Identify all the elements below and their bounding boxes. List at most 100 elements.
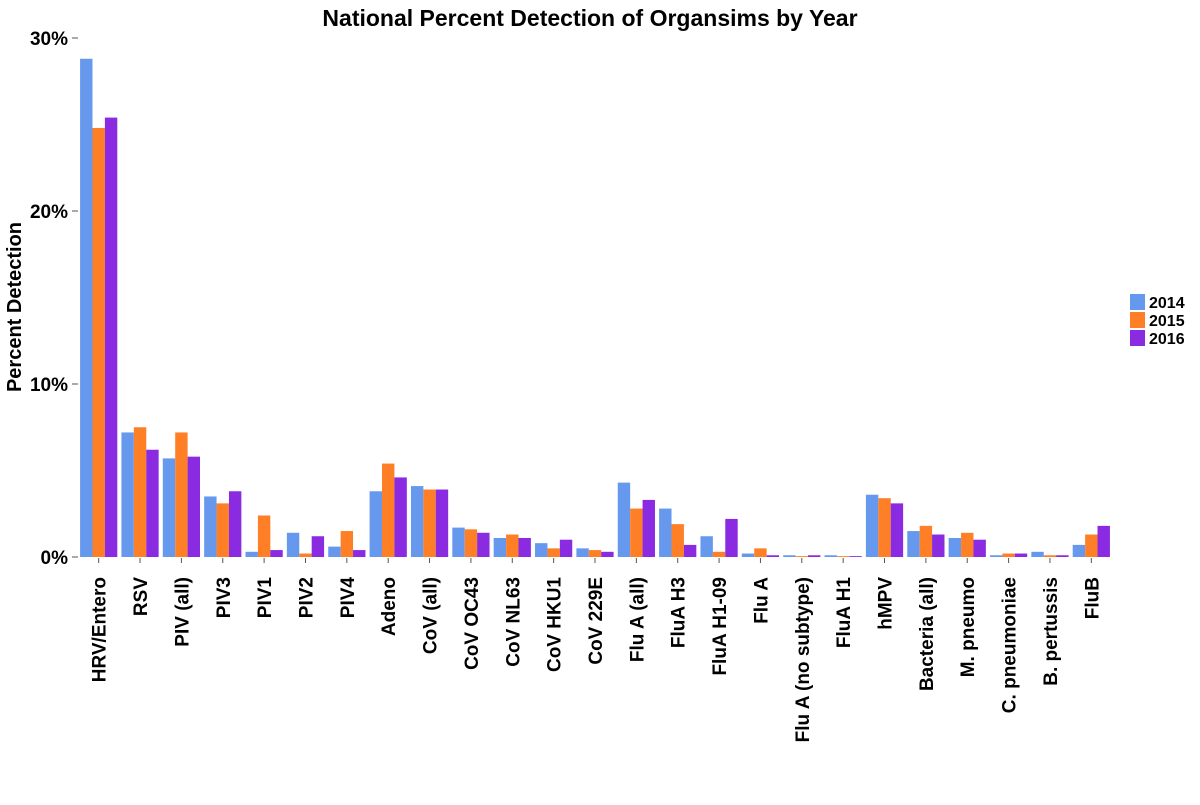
bar-2014-19	[865, 494, 879, 557]
bar-2015-2	[175, 432, 188, 557]
bar-2016-5	[311, 536, 325, 557]
bar-2015-21	[961, 532, 974, 557]
x-tick-label: C. pneumoniae	[1000, 577, 1021, 713]
x-tick-label: Flu A	[751, 577, 772, 624]
bar-2014-6	[328, 546, 341, 557]
bar-2014-22	[989, 555, 1003, 557]
legend-label: 2015	[1149, 313, 1185, 330]
x-tick-label: FluB	[1082, 577, 1103, 619]
bar-2016-10	[518, 537, 531, 557]
bar-2015-13	[630, 508, 643, 557]
x-tick-label: Bacteria (all)	[917, 577, 938, 691]
bar-2016-20	[932, 534, 945, 557]
bar-2015-14	[671, 524, 684, 557]
chart-title: National Percent Detection of Organsims …	[322, 5, 857, 31]
y-axis-label: Percent Detection	[4, 222, 26, 392]
x-tick-label: PIV1	[255, 577, 276, 619]
legend-swatch-2016	[1130, 330, 1145, 346]
bar-2014-4	[245, 551, 258, 557]
bar-2016-15	[725, 518, 738, 557]
bar-2015-20	[919, 525, 933, 557]
y-tick-label: 30%	[30, 29, 68, 50]
bar-2014-23	[1031, 551, 1044, 557]
bar-2015-23	[1043, 555, 1057, 557]
y-tick-label: 0%	[41, 548, 69, 569]
legend-label: 2014	[1149, 295, 1185, 312]
legend-swatch-2015	[1130, 312, 1145, 328]
bar-2014-1	[121, 432, 134, 557]
x-tick-label: PIV (all)	[172, 577, 193, 647]
bar-2015-12	[588, 550, 602, 557]
bar-2016-23	[1056, 555, 1069, 557]
bar-2016-4	[270, 550, 283, 557]
bar-2014-20	[907, 531, 920, 557]
bar-2015-0	[92, 127, 105, 558]
bar-2016-12	[601, 551, 614, 557]
x-tick-label: Adeno	[379, 577, 400, 636]
bar-2014-7	[369, 491, 382, 557]
bar-2015-11	[547, 548, 560, 557]
y-axis: 0% 10% 20% 30%	[30, 29, 78, 569]
x-tick-label: hMPV	[876, 577, 897, 630]
x-tick-label: Flu A (all)	[627, 577, 648, 662]
bar-2016-8	[435, 489, 449, 557]
x-tick-label: FluA H1-09	[710, 577, 731, 676]
bar-2015-22	[1002, 553, 1015, 557]
x-tick-label: RSV	[131, 577, 152, 616]
x-axis: HRV/Entero RSV PIV (all) PIV3 PIV1 PIV2 PIV4 Ad…	[90, 558, 1103, 742]
bar-2014-21	[948, 537, 962, 557]
bar-2016-16	[766, 555, 780, 557]
y-tick-label: 20%	[30, 202, 68, 223]
bar-2014-16	[741, 553, 755, 557]
bar-2016-22	[1014, 553, 1028, 557]
bar-2016-1	[146, 449, 159, 557]
x-tick-label: CoV NL63	[503, 577, 524, 667]
bar-2014-14	[659, 508, 672, 557]
bar-2015-4	[257, 515, 271, 557]
bar-2016-3	[228, 491, 242, 557]
bar-2015-5	[299, 553, 312, 557]
bar-2015-19	[878, 498, 891, 557]
bar-2015-8	[423, 489, 436, 557]
bar-2015-17	[795, 556, 809, 557]
y-tick-label: 10%	[30, 375, 68, 396]
bar-2015-3	[216, 503, 229, 557]
bar-2015-9	[464, 529, 478, 557]
bar-2016-14	[683, 544, 697, 557]
bar-2014-10	[493, 537, 507, 557]
bar-2014-5	[286, 532, 300, 557]
bar-2014-24	[1072, 544, 1086, 557]
bar-2016-11	[559, 539, 573, 557]
x-tick-label: B. pertussis	[1041, 577, 1062, 686]
bar-2015-1	[133, 427, 147, 557]
bar-2016-7	[394, 477, 407, 557]
bar-2014-9	[452, 527, 465, 557]
x-tick-label: CoV 229E	[586, 577, 607, 665]
x-tick-label: FluA H1	[834, 577, 855, 649]
legend-swatch-2014	[1130, 294, 1145, 310]
bar-2015-7	[382, 463, 395, 557]
x-tick-label: PIV2	[296, 577, 317, 618]
bar-2015-18	[836, 556, 850, 557]
x-tick-label: CoV (all)	[421, 577, 442, 654]
bar-2015-15	[712, 551, 726, 557]
legend-label: 2016	[1149, 331, 1185, 348]
x-tick-label: HRV/Entero	[90, 577, 111, 682]
x-tick-label: M. pneumo	[958, 577, 979, 677]
x-tick-label: PIV4	[338, 577, 359, 619]
bar-2016-18	[849, 556, 862, 557]
bar-2016-24	[1097, 525, 1110, 557]
bars-group	[80, 58, 1110, 558]
bar-2016-19	[890, 503, 904, 557]
bar-2016-13	[642, 499, 655, 557]
bar-2014-18	[824, 555, 837, 557]
bar-2014-12	[576, 548, 589, 557]
bar-2015-16	[754, 548, 767, 557]
bar-2016-21	[973, 539, 986, 557]
bar-2015-10	[506, 534, 519, 557]
x-tick-label: CoV HKU1	[545, 577, 566, 672]
bar-2014-13	[617, 482, 631, 557]
bar-2016-17	[808, 555, 821, 557]
